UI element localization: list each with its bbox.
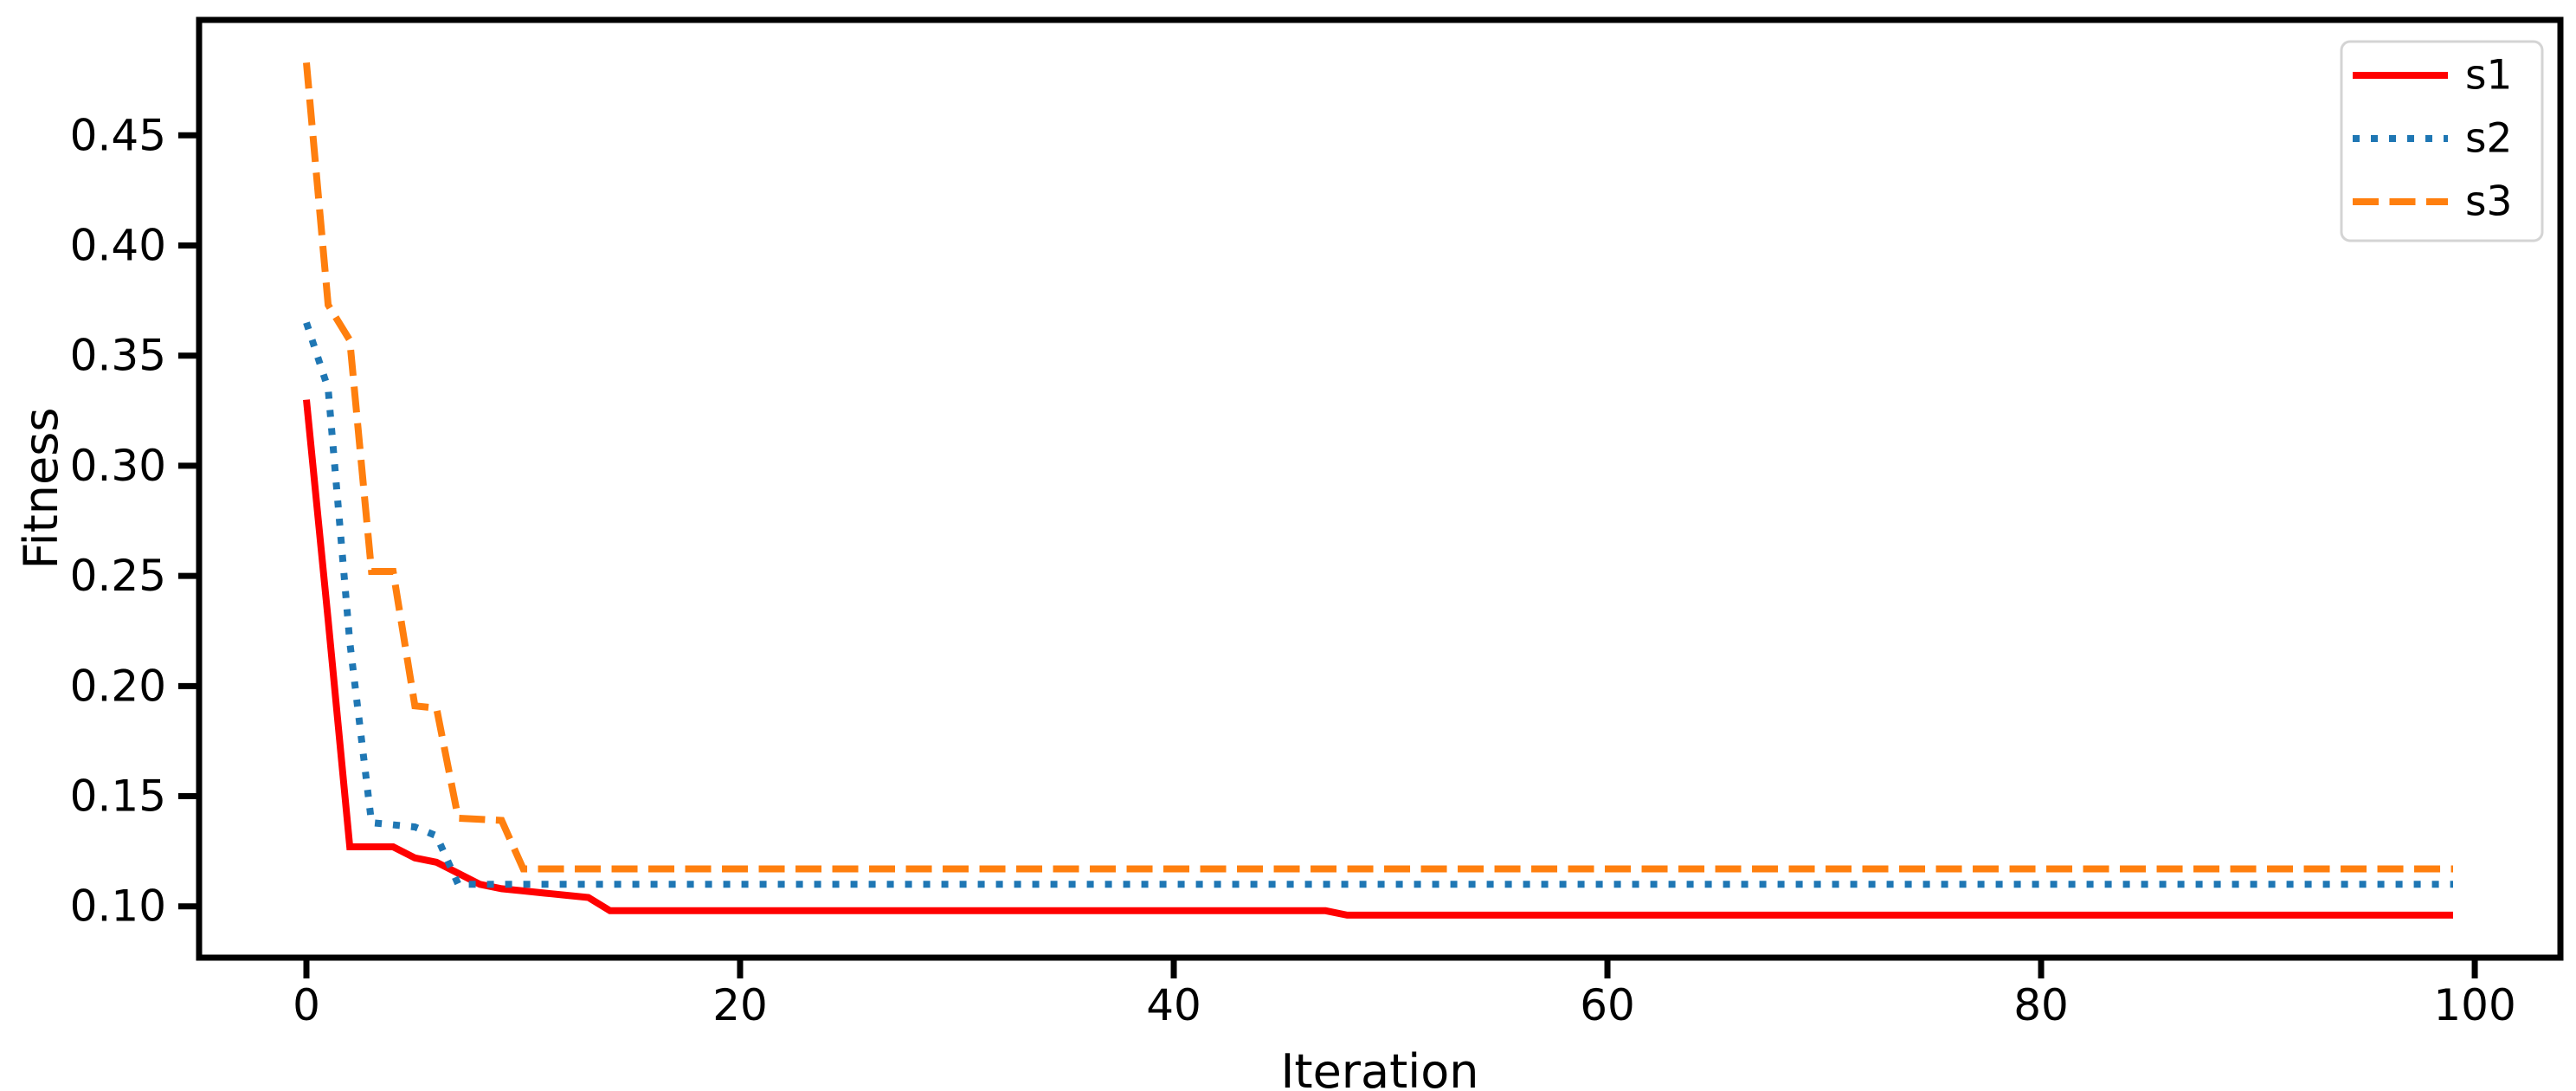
x-tick-label: 40 — [1146, 980, 1201, 1030]
x-ticks — [303, 960, 2478, 978]
x-tick-label: 100 — [2433, 980, 2515, 1030]
y-tick-label: 0.30 — [70, 441, 166, 491]
legend-box — [2340, 40, 2544, 242]
series-line-s2 — [303, 321, 2453, 888]
y-tick-labels: 0.10 0.15 0.20 0.25 0.30 0.35 0.40 0.45 — [70, 110, 166, 931]
y-tick-label: 0.15 — [70, 771, 166, 822]
legend-label-s2: s2 — [2465, 115, 2512, 163]
x-tick-label: 0 — [293, 980, 320, 1030]
y-tick-label: 0.10 — [70, 881, 166, 932]
series-line-s3 — [303, 62, 2453, 873]
x-tick-label: 20 — [712, 980, 768, 1030]
y-tick-label: 0.45 — [70, 110, 166, 160]
y-ticks — [178, 132, 196, 910]
x-tick-label: 60 — [1580, 980, 1635, 1030]
series-line-s1 — [303, 399, 2453, 919]
y-tick-label: 0.35 — [70, 331, 166, 381]
legend-label-s1: s1 — [2465, 52, 2512, 100]
x-tick-labels: 0 20 40 60 80 100 — [293, 980, 2516, 1030]
y-tick-label: 0.25 — [70, 551, 166, 601]
y-tick-label: 0.20 — [70, 661, 166, 711]
y-tick-label: 0.40 — [70, 221, 166, 271]
x-tick-label: 80 — [2013, 980, 2069, 1030]
legend: s1 s2 s3 — [2340, 40, 2544, 242]
plot-border — [196, 16, 2564, 961]
series-lines — [303, 62, 2453, 919]
x-axis-label: Iteration — [1280, 1044, 1478, 1091]
legend-label-s3: s3 — [2465, 178, 2512, 226]
y-axis-label: Fitness — [14, 407, 68, 569]
